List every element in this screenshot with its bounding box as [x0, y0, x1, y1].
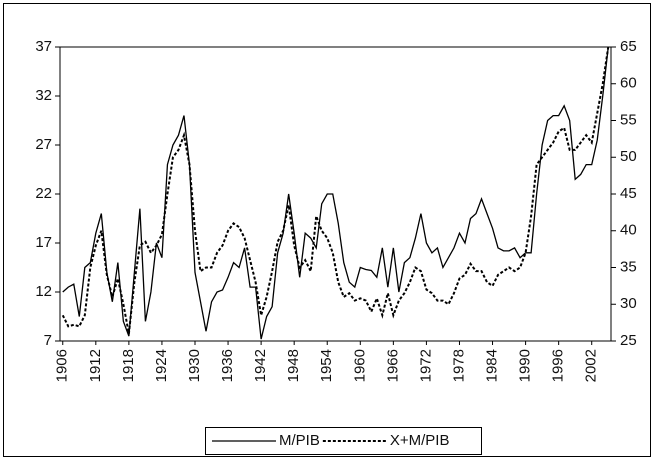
legend-label: X+M/PIB [390, 432, 450, 449]
x-tick-label: 1984 [484, 349, 501, 382]
x-tick-label: 1972 [417, 349, 434, 382]
y2-tick-label: 35 [620, 258, 637, 275]
y2-tick-label: 40 [620, 222, 637, 239]
x-tick-label: 1960 [351, 349, 368, 382]
series-line [62, 46, 609, 340]
x-tick-label: 1912 [87, 349, 104, 382]
y-tick-label: 22 [35, 185, 52, 202]
y2-tick-label: 30 [620, 295, 637, 312]
x-tick-label: 1906 [54, 349, 71, 382]
series-line [61, 46, 610, 334]
y-tick-label: 27 [35, 136, 52, 153]
x-tick-label: 1930 [186, 349, 203, 382]
x-tick-label: 1918 [120, 349, 137, 382]
x-tick-label: 1936 [219, 349, 236, 382]
y-tick-label: 37 [35, 38, 52, 55]
y2-tick-label: 45 [620, 185, 637, 202]
x-tick-label: 1996 [550, 349, 567, 382]
plot-area [59, 46, 612, 342]
chart-frame [3, 3, 651, 457]
y2-tick-label: 50 [620, 148, 637, 165]
x-tick-label: 1948 [285, 349, 302, 382]
x-tick-label: 1942 [252, 349, 269, 382]
legend-label: M/PIB [279, 432, 320, 449]
y2-tick-label: 65 [620, 38, 637, 55]
y2-tick-label: 60 [620, 75, 637, 92]
y-tick-label: 17 [35, 234, 52, 251]
y2-tick-label: 25 [620, 332, 637, 349]
y-tick-label: 7 [44, 332, 52, 349]
x-tick-label: 1978 [450, 349, 467, 382]
y2-tick-label: 55 [620, 111, 637, 128]
x-tick-label: 1924 [153, 349, 170, 382]
y-tick-label: 32 [35, 87, 52, 104]
y-tick-label: 12 [35, 283, 52, 300]
x-tick-label: 2002 [583, 349, 600, 382]
x-tick-label: 1954 [318, 349, 335, 382]
x-tick-label: 1990 [517, 349, 534, 382]
x-tick-label: 1966 [384, 349, 401, 382]
